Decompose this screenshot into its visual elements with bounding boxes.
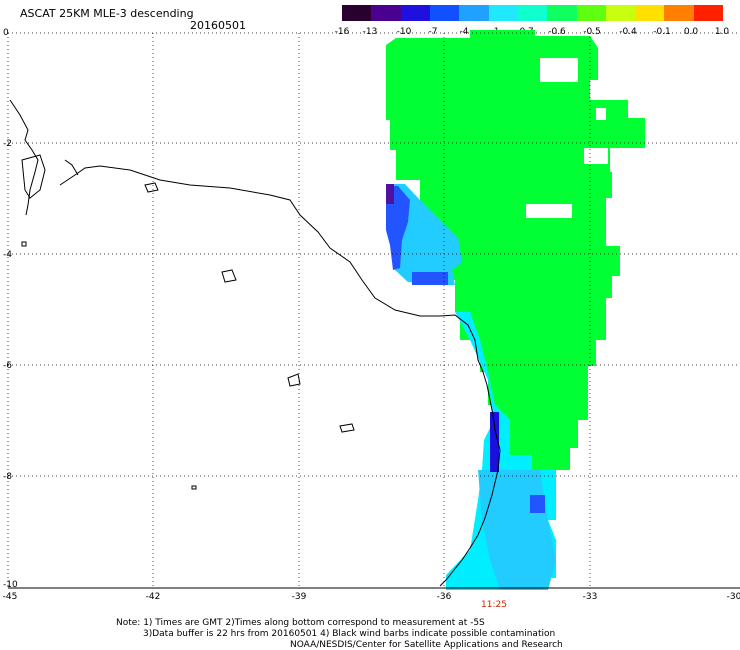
colorbar-label: -0.1 — [653, 27, 671, 37]
footer-note-line2: 3)Data buffer is 22 hrs from 20160501 4)… — [143, 629, 556, 639]
coastline — [9, 99, 501, 587]
data-gap — [584, 148, 608, 164]
colorbar-label: -7 — [428, 27, 438, 37]
colorbar-swatch — [576, 5, 606, 21]
colorbar-label: 1.0 — [714, 27, 730, 37]
colorbar-label: -0.5 — [583, 27, 601, 37]
swath-blue-patch — [412, 272, 448, 285]
longitude-label: -42 — [145, 592, 161, 602]
colorbar-swatch — [429, 5, 460, 21]
colorbar-label: -0.4 — [619, 27, 637, 37]
data-gap — [596, 108, 606, 120]
colorbar-swatch — [488, 5, 518, 21]
mle-swath — [386, 30, 645, 590]
longitude-label: -45 — [2, 592, 18, 602]
longitude-label: -33 — [582, 592, 598, 602]
swath-blue-west — [386, 186, 410, 270]
data-gap — [540, 58, 578, 82]
colorbar-swatch — [342, 5, 372, 21]
longitude-label: -36 — [436, 592, 452, 602]
longitude-label: -39 — [291, 592, 307, 602]
graticule — [7, 32, 740, 588]
latitude-label: 0 — [3, 28, 9, 38]
colorbar-swatch — [664, 5, 694, 21]
colorbar-swatch — [635, 5, 665, 21]
latitude-label: -8 — [3, 472, 12, 482]
footer-note-line1: Note: 1) Times are GMT 2)Times along bot… — [116, 618, 485, 628]
chart-title: ASCAT 25KM MLE-3 descending — [20, 7, 194, 20]
colorbar-label: -0.6 — [548, 27, 566, 37]
chart-date: 20160501 — [190, 19, 246, 32]
latitude-label: -2 — [3, 139, 12, 149]
swath-blue-coast-patch — [530, 495, 545, 513]
data-gap — [526, 204, 572, 218]
swath-darkblue-patch — [490, 412, 499, 472]
colorbar-swatch — [605, 5, 636, 21]
colorbar-label: -10 — [396, 27, 412, 37]
colorbar-label: -4 — [459, 27, 469, 37]
swath-green-region — [386, 30, 645, 470]
colorbar-swatch — [371, 5, 401, 21]
colorbar-swatch — [517, 5, 548, 21]
colorbar — [342, 5, 724, 21]
footer-credit: NOAA/NESDIS/Center for Satellite Applica… — [290, 640, 563, 650]
colorbar-swatch — [459, 5, 489, 21]
colorbar-swatch — [693, 5, 724, 21]
colorbar-label: -16 — [334, 27, 350, 37]
swath-purple-patch — [386, 184, 394, 204]
time-label: 11:25 — [481, 600, 507, 610]
colorbar-swatch — [547, 5, 577, 21]
colorbar-label: -13 — [362, 27, 378, 37]
latitude-label: -4 — [3, 250, 12, 260]
longitude-label: -30 — [726, 592, 740, 602]
colorbar-swatch — [400, 5, 430, 21]
latitude-label: -6 — [3, 361, 12, 371]
latitude-label: -10 — [3, 580, 18, 590]
colorbar-label: 0.0 — [683, 27, 699, 37]
